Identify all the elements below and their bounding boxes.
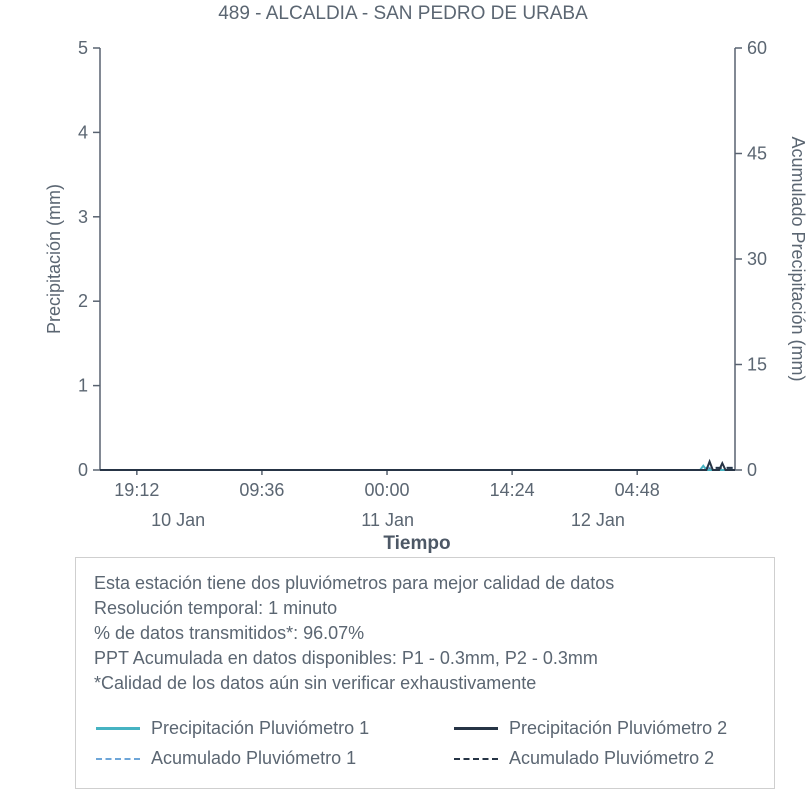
legend-label: Precipitación Pluviómetro 2 <box>509 718 728 738</box>
legend-solid-line-swatch <box>454 727 498 730</box>
chart-title: 489 - ALCALDIA - SAN PEDRO DE URABA <box>218 3 588 24</box>
note-line: PPT Acumulada en datos disponibles: P1 -… <box>94 648 598 668</box>
x-tick-label: 00:00 <box>364 480 409 500</box>
left-axis-label: Precipitación (mm) <box>44 184 64 334</box>
y-right-tick-label: 30 <box>747 249 767 269</box>
y-left-tick-label: 1 <box>78 376 88 396</box>
note-line: *Calidad de los datos aún sin verificar … <box>94 673 537 693</box>
y-right-tick-label: 0 <box>747 460 757 480</box>
x-axis-label: Tiempo <box>383 533 450 554</box>
legend-item: Acumulado Pluviómetro 1 <box>96 748 454 769</box>
legend-item: Precipitación Pluviómetro 2 <box>454 718 756 739</box>
right-axis-label: Acumulado Precipitación (mm) <box>788 136 806 381</box>
y-left-tick-label: 0 <box>78 460 88 480</box>
y-right-tick-label: 45 <box>747 144 767 164</box>
series-lines <box>100 458 735 471</box>
legend-solid-line-swatch <box>96 727 140 730</box>
station-info-box: Esta estación tiene dos pluviómetros par… <box>75 557 775 789</box>
y-left-tick-label: 2 <box>78 291 88 311</box>
note-line: Resolución temporal: 1 minuto <box>94 598 338 618</box>
note-line: Esta estación tiene dos pluviómetros par… <box>94 573 615 593</box>
y-left-tick-label: 4 <box>78 122 88 142</box>
note-line: % de datos transmitidos*: 96.07% <box>94 623 365 643</box>
legend-item: Precipitación Pluviómetro 1 <box>96 718 454 739</box>
x-tick-label: 09:36 <box>239 480 284 500</box>
x-tick-label: 14:24 <box>490 480 535 500</box>
series-line <box>100 458 735 471</box>
legend-item: Acumulado Pluviómetro 2 <box>454 748 756 769</box>
station-notes: Esta estación tiene dos pluviómetros par… <box>94 571 756 696</box>
y-right-tick-label: 15 <box>747 355 767 375</box>
legend-dashed-line-swatch <box>454 757 498 760</box>
legend-label: Acumulado Pluviómetro 1 <box>151 748 357 768</box>
legend-dashed-line-swatch <box>96 757 140 760</box>
chart-legend: Precipitación Pluviómetro 1 Precipitación… <box>94 718 756 769</box>
precipitation-chart[interactable]: Precipitación (mm) Acumulado Precipitaci… <box>0 0 806 556</box>
x-date-label: 11 Jan <box>361 510 414 530</box>
y-left-tick-label: 3 <box>78 207 88 227</box>
x-date-label: 12 Jan <box>571 510 625 530</box>
x-tick-label: 19:12 <box>114 480 159 500</box>
y-left-tick-label: 5 <box>78 38 88 58</box>
y-right-tick-label: 60 <box>747 38 767 58</box>
x-tick-label: 04:48 <box>615 480 660 500</box>
legend-label: Precipitación Pluviómetro 1 <box>151 718 370 738</box>
x-date-label: 10 Jan <box>151 510 205 530</box>
legend-label: Acumulado Pluviómetro 2 <box>509 748 715 768</box>
